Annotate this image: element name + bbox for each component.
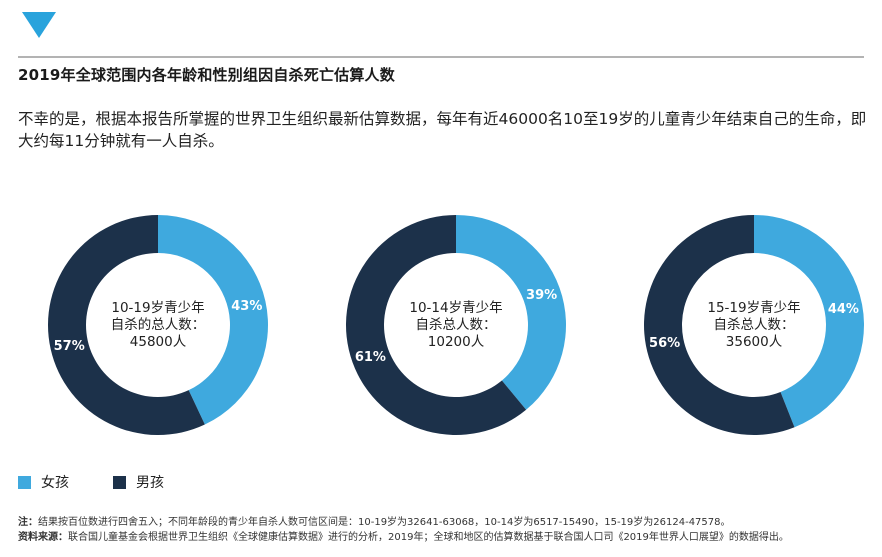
legend-swatch-boys (113, 475, 126, 489)
slice-girls (158, 215, 268, 425)
data-label-girls: 39% (526, 288, 557, 303)
slice-boys (643, 215, 795, 435)
note-text: 结果按百位数进行四舍五入；不同年龄段的青少年自杀人数可信区间是：10-19岁为3… (38, 517, 731, 528)
legend: 女孩 男孩 (18, 472, 208, 492)
data-label-boys: 56% (649, 336, 680, 351)
donut-svg: 44% 56% (643, 215, 864, 435)
donut-svg: 43% 57% (47, 215, 268, 435)
triangle-marker-icon (22, 12, 56, 38)
divider (18, 56, 864, 58)
legend-label-boys: 男孩 (136, 475, 164, 491)
legend-label-girls: 女孩 (41, 475, 69, 491)
donut-chart-10-14: 39% 61% 10-14岁青少年 自杀总人数： 10200人 (336, 205, 576, 445)
slice-boys (47, 215, 205, 435)
data-label-boys: 61% (355, 350, 386, 365)
data-label-girls: 44% (828, 302, 859, 317)
source-text: 联合国儿童基金会根据世界卫生组织《全球健康估算数据》进行的分析，2019年；全球… (68, 532, 789, 543)
legend-item-girls: 女孩 (18, 472, 69, 492)
note-label: 注： (18, 517, 38, 528)
slice-girls (456, 215, 566, 410)
intro-text: 不幸的是，根据本报告所掌握的世界卫生组织最新估算数据，每年有近46000名10至… (18, 110, 867, 150)
chart-title: 2019年全球范围内各年龄和性别组因自杀死亡估算人数 (18, 66, 395, 84)
legend-swatch-girls (18, 475, 31, 489)
donut-chart-10-19: 43% 57% 10-19岁青少年 自杀的总人数： 45800人 (38, 205, 278, 445)
source-label: 资料来源： (18, 532, 68, 543)
legend-item-boys: 男孩 (113, 472, 164, 492)
footnotes: 注：结果按百位数进行四舍五入；不同年龄段的青少年自杀人数可信区间是：10-19岁… (18, 515, 878, 545)
data-label-girls: 43% (231, 299, 262, 314)
donut-svg: 39% 61% (346, 215, 566, 435)
slice-girls (754, 215, 864, 428)
data-label-boys: 57% (54, 339, 85, 354)
slice-boys (346, 215, 527, 435)
note-line: 注：结果按百位数进行四舍五入；不同年龄段的青少年自杀人数可信区间是：10-19岁… (18, 515, 878, 530)
donut-charts: 43% 57% 10-19岁青少年 自杀的总人数： 45800人 39% 61% 1… (0, 205, 882, 460)
donut-chart-15-19: 44% 56% 15-19岁青少年 自杀总人数： 35600人 (634, 205, 874, 445)
source-line: 资料来源：联合国儿童基金会根据世界卫生组织《全球健康估算数据》进行的分析，201… (18, 530, 878, 545)
